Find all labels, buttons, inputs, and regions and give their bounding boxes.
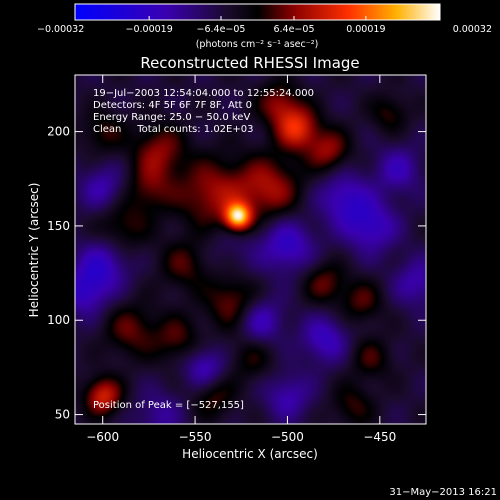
annotation-counts: Clean Total counts: 1.02E+03 bbox=[93, 124, 253, 135]
x-axis-tick-labels: −600 −550 −500 −450 bbox=[86, 430, 396, 444]
y-tick-label: 200 bbox=[47, 125, 70, 139]
colorbar-unit-label: (photons cm⁻² s⁻¹ asec⁻²) bbox=[196, 39, 319, 50]
x-tick-label: −600 bbox=[86, 430, 119, 444]
x-axis-ticks bbox=[102, 75, 381, 424]
x-tick-label: −550 bbox=[179, 430, 212, 444]
chart-title: Reconstructed RHESSI Image bbox=[140, 54, 359, 72]
annotation-energy: Energy Range: 25.0 − 50.0 keV bbox=[93, 112, 250, 123]
colorbar-tick-labels: −0.00032 −0.00019 −6.4e−05 6.4e−05 0.00019 0.… bbox=[37, 24, 492, 35]
colorbar-gradient bbox=[75, 4, 440, 20]
x-axis-label: Heliocentric X (arcsec) bbox=[182, 447, 318, 461]
colorbar-ticks bbox=[74, 16, 441, 20]
colorbar-tick-label: −0.00032 bbox=[37, 24, 84, 35]
colorbar-tick-label: 0.00032 bbox=[453, 24, 492, 35]
y-tick-label: 150 bbox=[47, 219, 70, 233]
y-axis-ticks bbox=[75, 131, 426, 416]
colorbar-tick-label: 6.4e−05 bbox=[273, 24, 314, 35]
plot-area: −600 −550 −500 −450 50 100 150 200 19−Jul−2003… bbox=[47, 74, 427, 444]
footer-timestamp: 31−May−2013 16:21 bbox=[389, 487, 497, 498]
annotation-time: 19−Jul−2003 12:54:04.000 to 12:55:24.000 bbox=[93, 88, 314, 99]
colorbar-tick-label: 0.00019 bbox=[346, 24, 385, 35]
x-tick-label: −500 bbox=[271, 430, 304, 444]
colorbar-tick-label: −0.00019 bbox=[126, 24, 173, 35]
colorbar-frame bbox=[74, 3, 441, 21]
y-axis-label: Heliocentric Y (arcsec) bbox=[27, 183, 41, 318]
heatmap-image bbox=[75, 75, 426, 424]
colorbar-tick-label: −6.4e−05 bbox=[197, 24, 246, 35]
x-tick-label: −450 bbox=[363, 430, 396, 444]
plot-frame bbox=[74, 74, 427, 425]
y-axis-tick-labels: 50 100 150 200 bbox=[47, 125, 70, 422]
colorbar: −0.00032 −0.00019 −6.4e−05 6.4e−05 0.00019 0.… bbox=[37, 3, 492, 50]
annotation-detectors: Detectors: 4F 5F 6F 7F 8F, Att 0 bbox=[93, 100, 252, 111]
y-tick-label: 50 bbox=[55, 408, 70, 422]
peak-position-label: Position of Peak = [−527,155] bbox=[93, 400, 244, 411]
y-tick-label: 100 bbox=[47, 313, 70, 327]
annotation-block: 19−Jul−2003 12:54:04.000 to 12:55:24.000… bbox=[93, 88, 314, 135]
